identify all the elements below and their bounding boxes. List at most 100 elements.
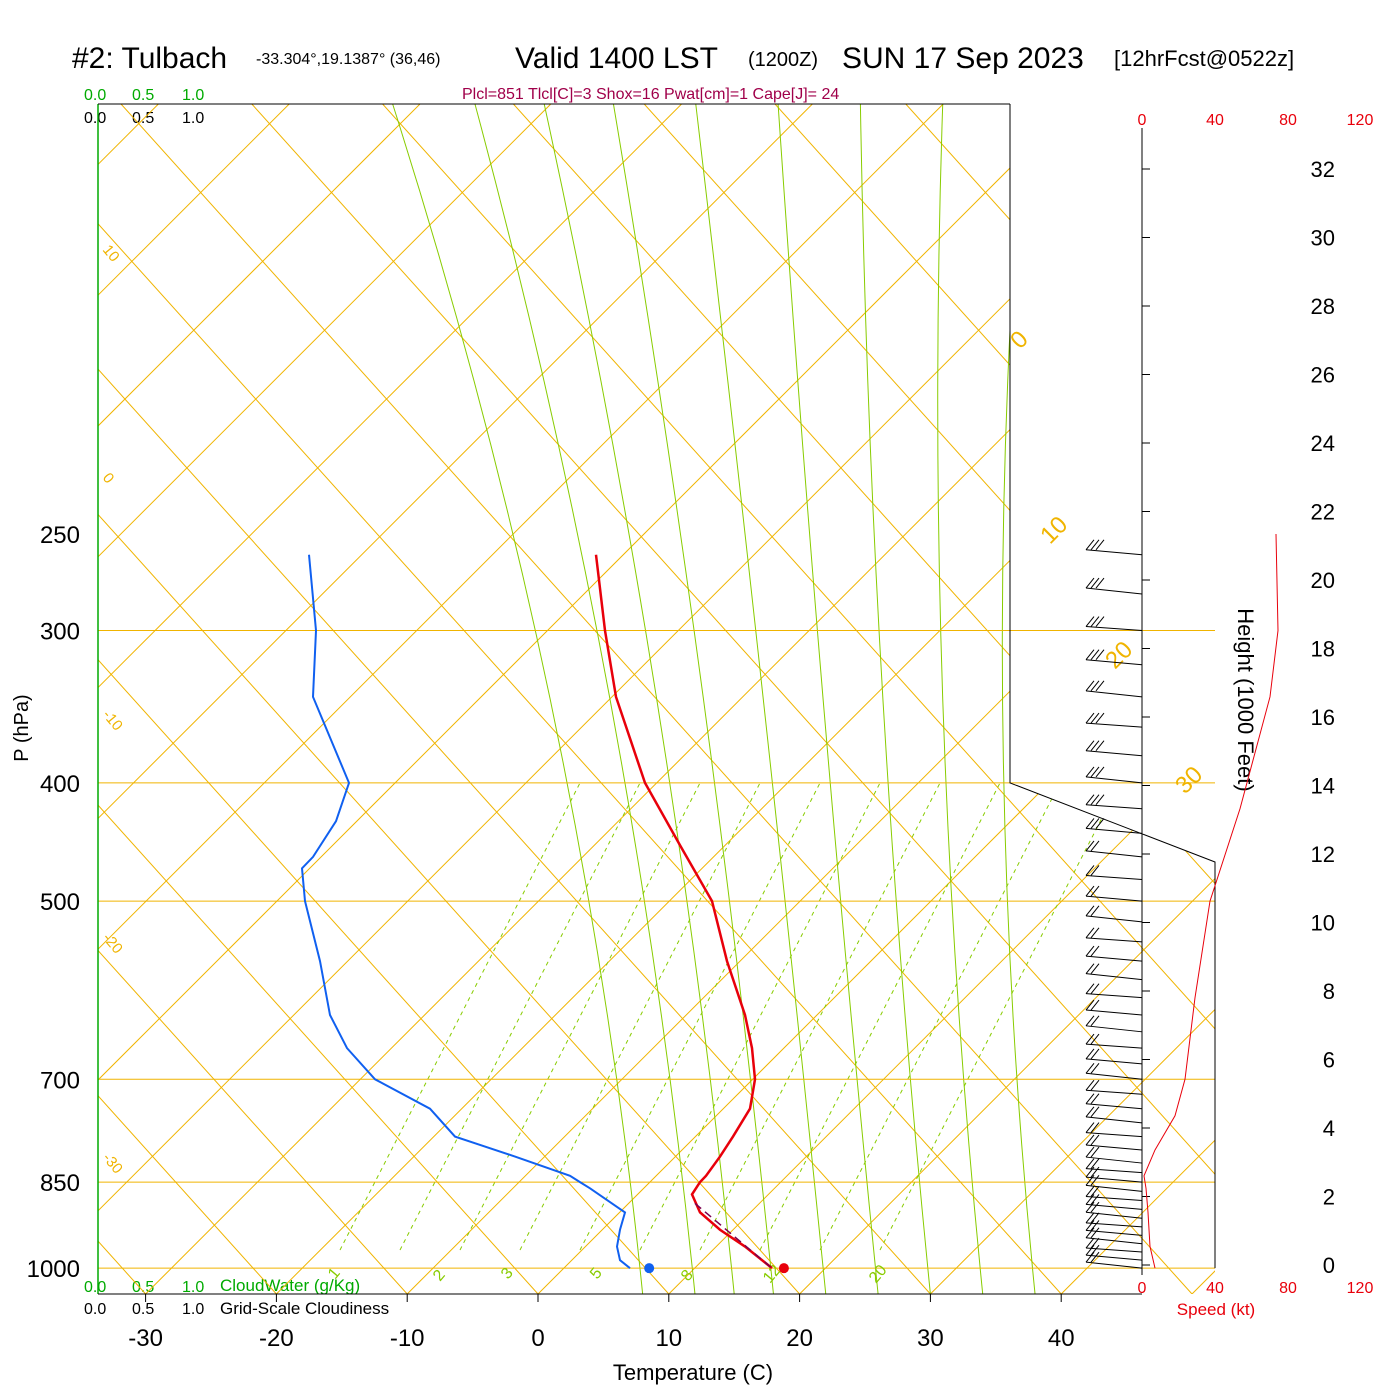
wind-barb-flag xyxy=(1085,1015,1095,1027)
isotherm-line xyxy=(930,104,1215,1294)
isotherm-label: 30 xyxy=(1170,761,1208,799)
wind-barb xyxy=(1085,1212,1143,1228)
pressure-tick-label: 300 xyxy=(40,619,80,646)
wind-barb-staff xyxy=(1085,1229,1143,1236)
isotherm-line xyxy=(98,104,682,1294)
temperature-line xyxy=(594,554,773,1270)
wind-barb-flag xyxy=(1085,1062,1095,1074)
wind-barb xyxy=(1085,1079,1143,1095)
moist-adiabat-line xyxy=(1001,104,1036,1294)
wind-barb-flag xyxy=(1085,1194,1095,1205)
wind-barb xyxy=(1085,1015,1143,1033)
dewpoint-line xyxy=(300,554,631,1269)
dry-adiabat-line xyxy=(251,104,1215,1294)
isotherm-label: -30 xyxy=(99,1150,126,1178)
wind-barb-staff xyxy=(1085,804,1143,810)
mixing-ratio-label: 2 xyxy=(430,1267,449,1285)
title-valid: Valid 1400 LST xyxy=(515,42,718,75)
wind-barb-staff xyxy=(1085,1247,1143,1253)
wind-barb-flag xyxy=(1090,1079,1100,1091)
temp-tick-label: 40 xyxy=(1048,1325,1075,1352)
wind-barb-flag xyxy=(1085,1106,1095,1118)
wind-barb-flag xyxy=(1095,680,1105,692)
wind-barb-flag xyxy=(1085,1146,1095,1158)
isotherm-label: -20 xyxy=(99,930,126,958)
mixing-ratio-line xyxy=(699,782,941,1251)
wind-barb-flag xyxy=(1085,840,1095,852)
height-tick-label: 6 xyxy=(1323,1048,1335,1073)
wind-barb-staff xyxy=(1085,1043,1143,1049)
wind-barb-flag xyxy=(1085,616,1095,627)
isotherm-line xyxy=(145,104,1215,1294)
speed-bottom-tick-1: 40 xyxy=(1206,1280,1224,1297)
wind-barb-staff xyxy=(1085,850,1143,858)
wind-barb-flag xyxy=(1090,885,1100,897)
wind-barb-flag xyxy=(1085,963,1095,974)
wind-barb-flag xyxy=(1090,680,1100,692)
y-axis-label: P (hPa) xyxy=(11,694,33,761)
wind-barb-flag xyxy=(1085,1134,1095,1146)
wind-barb-staff xyxy=(1085,1116,1143,1124)
moist-adiabat-line xyxy=(777,104,879,1294)
wind-barb-staff xyxy=(1085,874,1143,880)
isotherm-label: 10 xyxy=(1035,511,1073,549)
height-tick-label: 16 xyxy=(1311,705,1335,730)
height-tick-label: 24 xyxy=(1311,431,1335,456)
cloudwater-tick-1: 0.5 xyxy=(132,1279,154,1296)
wind-barb-flag xyxy=(1090,1251,1100,1263)
wind-barb-flag xyxy=(1085,539,1095,551)
wind-barb xyxy=(1085,1093,1143,1110)
wind-barb xyxy=(1085,1146,1143,1164)
wind-barb-staff xyxy=(1085,973,1143,981)
wind-barb-flag xyxy=(1090,616,1100,627)
surface-dewpoint-dot xyxy=(644,1263,655,1274)
pressure-tick-label: 250 xyxy=(40,522,80,549)
isotherm-line xyxy=(98,104,813,1294)
wind-barb xyxy=(1085,1220,1143,1236)
wind-barb-staff xyxy=(1085,722,1143,728)
dry-adiabat-line xyxy=(1036,104,1215,1294)
isotherm-label: -10 xyxy=(99,707,126,735)
wind-barb-staff xyxy=(1085,690,1143,698)
wind-barb-flag xyxy=(1095,577,1105,589)
wind-barb-flag xyxy=(1085,927,1095,939)
wind-barb-flag xyxy=(1090,1212,1100,1224)
wind-barb-staff xyxy=(1085,1156,1143,1164)
wind-barb-flag xyxy=(1095,539,1105,551)
moist-adiabat-line xyxy=(937,104,984,1294)
wind-barb xyxy=(1085,1033,1143,1049)
isotherm-line xyxy=(98,104,421,1294)
wind-barb-staff xyxy=(1085,1203,1143,1210)
isotherm-line xyxy=(1191,104,1215,1294)
isotherm-line xyxy=(1060,104,1215,1294)
wind-barb-staff xyxy=(1085,937,1143,943)
mixing-ratio-line xyxy=(519,782,761,1251)
wind-barb-staff xyxy=(1085,1103,1143,1110)
height-tick-label: 32 xyxy=(1311,157,1335,182)
wind-barb xyxy=(1085,539,1143,556)
cloudwater-top-tick-0: 0.0 xyxy=(84,87,106,104)
temp-tick-label: 10 xyxy=(655,1325,682,1352)
mixing-ratio-line xyxy=(579,782,821,1251)
wind-barb xyxy=(1085,1134,1143,1151)
wind-barb-staff xyxy=(1085,1144,1143,1151)
moist-adiabat-line xyxy=(859,104,931,1294)
wind-barb-flag xyxy=(1090,1244,1100,1256)
wind-barb-staff xyxy=(1085,895,1143,902)
wind-barb-flag xyxy=(1085,1220,1095,1231)
moist-adiabat-line xyxy=(474,104,696,1294)
pressure-tick-label: 700 xyxy=(40,1067,80,1094)
title-main: #2: Tulbach xyxy=(72,42,227,75)
wind-barb-flag xyxy=(1090,1186,1100,1197)
wind-barb-flag xyxy=(1090,1146,1100,1158)
moist-adiabat-line xyxy=(612,104,774,1294)
wind-barb-flag xyxy=(1085,983,1095,994)
height-tick-label: 26 xyxy=(1311,363,1335,388)
pressure-tick-label: 850 xyxy=(40,1170,80,1197)
speed-bottom-tick-3: 120 xyxy=(1347,1280,1374,1297)
wind-barb xyxy=(1085,712,1143,728)
height-tick-label: 20 xyxy=(1311,568,1335,593)
wind-barb-flag xyxy=(1085,1244,1095,1256)
wind-barb-staff xyxy=(1085,587,1143,595)
wind-barb-flag xyxy=(1090,1194,1100,1205)
